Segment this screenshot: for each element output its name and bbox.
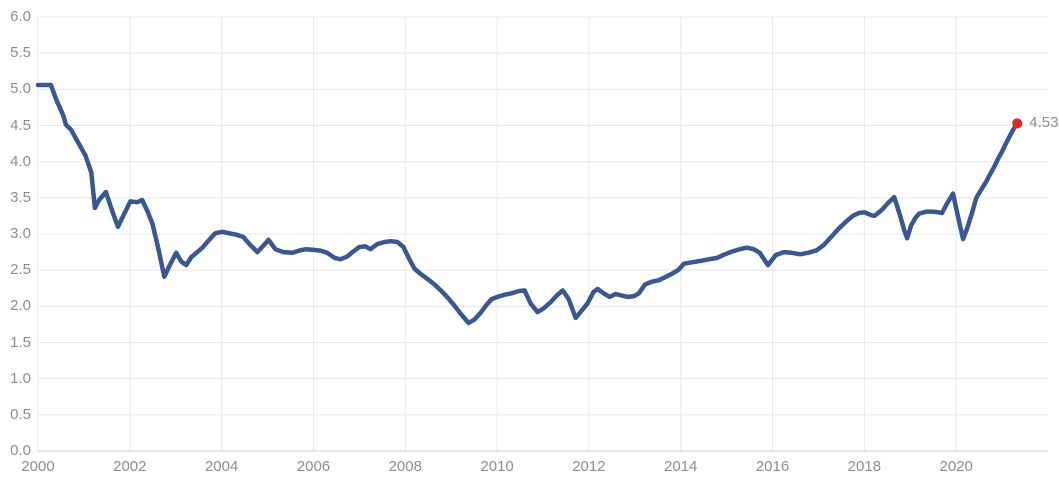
last-value-label: 4.53 [1029,114,1059,132]
y-tick-label: 0.0 [10,442,31,459]
y-tick-label: 6.0 [10,8,31,25]
x-tick-label: 2014 [664,458,698,475]
x-tick-label: 2002 [113,458,147,475]
x-tick-label: 2010 [480,458,514,475]
y-tick-label: 4.0 [10,152,31,170]
x-tick-label: 2018 [847,458,882,475]
y-tick-label: 4.5 [10,116,31,134]
y-tick-label: 2.5 [10,261,31,279]
y-tick-label: 3.5 [10,188,31,206]
y-tick-label: 2.0 [10,297,31,315]
last-point-marker [1012,118,1023,129]
x-tick-label: 2020 [939,458,973,475]
y-tick-label: 1.0 [10,369,31,387]
y-tick-label: 3.0 [10,225,31,242]
x-tick-label: 2012 [572,458,606,475]
x-tick-label: 2008 [388,458,422,475]
y-tick-label: 1.5 [10,333,31,351]
x-tick-label: 2000 [21,458,55,475]
series-line [35,82,1020,326]
y-tick-label: 5.5 [10,44,31,62]
y-tick-label: 5.0 [10,80,31,98]
x-tick-label: 2006 [296,458,331,475]
y-tick-label: 0.5 [10,405,31,423]
x-tick-label: 2016 [755,458,790,475]
x-tick-label: 2004 [204,458,239,475]
